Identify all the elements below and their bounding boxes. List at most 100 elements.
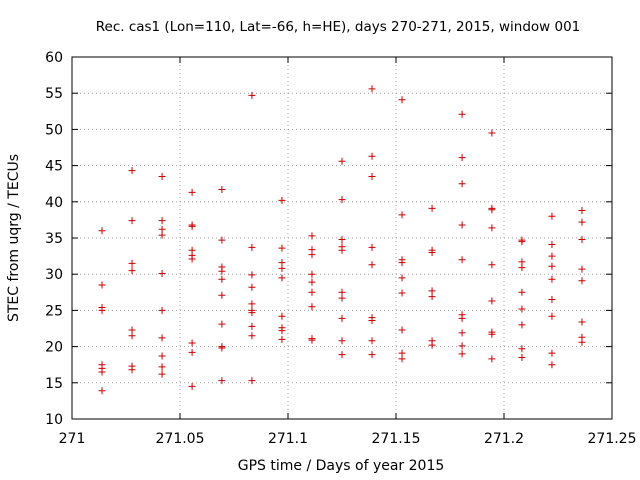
y-tick-label: 10 xyxy=(45,412,63,428)
data-point xyxy=(338,351,346,359)
data-point xyxy=(368,337,376,345)
data-point xyxy=(278,274,286,282)
data-point xyxy=(158,363,166,371)
data-point xyxy=(488,206,496,214)
data-point xyxy=(368,85,376,93)
data-point xyxy=(548,275,556,283)
y-axis-tick-labels: 10 15 20 25 30 35 40 45 50 55 60 xyxy=(45,50,63,428)
data-point xyxy=(308,232,316,240)
data-point xyxy=(518,288,526,296)
data-point xyxy=(278,312,286,320)
data-point xyxy=(218,236,226,244)
data-point xyxy=(428,293,436,301)
data-point xyxy=(98,387,106,395)
y-tick-label: 40 xyxy=(45,195,63,211)
data-point xyxy=(458,342,466,350)
data-point xyxy=(338,157,346,165)
data-point xyxy=(488,224,496,232)
data-point xyxy=(278,244,286,252)
data-point xyxy=(368,317,376,325)
data-point xyxy=(398,274,406,282)
data-point xyxy=(308,336,316,344)
data-point xyxy=(428,341,436,349)
data-point xyxy=(428,248,436,256)
data-point xyxy=(278,264,286,272)
y-tick-label: 55 xyxy=(45,86,63,102)
data-point xyxy=(338,235,346,243)
data-point xyxy=(338,294,346,302)
data-point xyxy=(218,377,226,385)
data-point xyxy=(488,261,496,269)
data-point xyxy=(458,256,466,264)
data-point xyxy=(518,305,526,313)
data-point xyxy=(158,370,166,378)
data-point xyxy=(248,309,256,317)
data-point xyxy=(128,267,136,275)
x-tick-label: 271.05 xyxy=(156,431,205,447)
data-point xyxy=(578,265,586,273)
data-point xyxy=(278,335,286,343)
data-point xyxy=(548,361,556,369)
data-point xyxy=(458,110,466,118)
data-point xyxy=(398,211,406,219)
data-point xyxy=(188,339,196,347)
y-tick-label: 15 xyxy=(45,376,63,392)
data-point xyxy=(218,291,226,299)
data-point xyxy=(518,353,526,361)
data-point xyxy=(578,338,586,346)
data-point xyxy=(488,129,496,137)
y-tick-label: 20 xyxy=(45,340,63,356)
data-point xyxy=(128,167,136,175)
data-point xyxy=(278,327,286,335)
data-point xyxy=(308,303,316,311)
data-point xyxy=(518,345,526,353)
data-point xyxy=(458,314,466,322)
data-point xyxy=(248,332,256,340)
data-point xyxy=(338,314,346,322)
data-point xyxy=(128,332,136,340)
data-point xyxy=(98,368,106,376)
data-point xyxy=(188,222,196,230)
data-point xyxy=(218,267,226,275)
data-points xyxy=(98,85,586,395)
data-point xyxy=(248,283,256,291)
data-point xyxy=(188,348,196,356)
x-tick-label: 271 xyxy=(59,431,86,447)
data-point xyxy=(248,271,256,279)
data-point xyxy=(578,235,586,243)
y-tick-label: 50 xyxy=(45,122,63,138)
data-point xyxy=(398,355,406,363)
data-point xyxy=(128,259,136,267)
data-point xyxy=(128,366,136,374)
data-point xyxy=(248,243,256,251)
data-point xyxy=(248,322,256,330)
data-point xyxy=(398,96,406,104)
data-point xyxy=(158,269,166,277)
data-point xyxy=(368,351,376,359)
y-tick-label: 25 xyxy=(45,303,63,319)
data-point xyxy=(458,221,466,229)
data-point xyxy=(248,300,256,308)
data-point xyxy=(458,180,466,188)
data-point xyxy=(218,185,226,193)
data-point xyxy=(248,377,256,385)
data-point xyxy=(98,306,106,314)
data-point xyxy=(218,320,226,328)
data-point xyxy=(578,277,586,285)
data-point xyxy=(398,326,406,334)
data-point xyxy=(218,275,226,283)
data-point xyxy=(518,321,526,329)
x-axis-title: GPS time / Days of year 2015 xyxy=(238,458,445,474)
data-point xyxy=(308,251,316,259)
data-point xyxy=(338,246,346,254)
data-point xyxy=(458,350,466,358)
data-point xyxy=(548,252,556,260)
data-point xyxy=(548,349,556,357)
data-point xyxy=(98,281,106,289)
data-point xyxy=(548,241,556,249)
y-tick-label: 45 xyxy=(45,159,63,175)
x-tick-label: 271.1 xyxy=(268,431,308,447)
x-tick-label: 271.15 xyxy=(372,431,421,447)
data-point xyxy=(188,255,196,263)
